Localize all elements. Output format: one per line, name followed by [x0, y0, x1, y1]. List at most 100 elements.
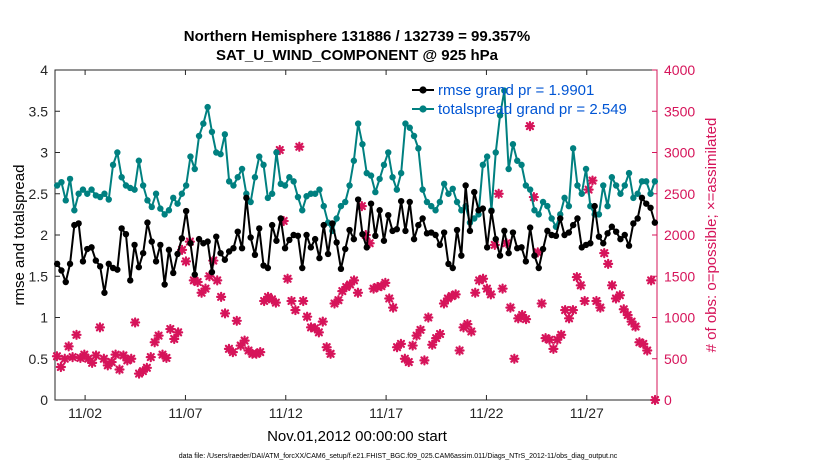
totalspread-point [182, 182, 190, 189]
totalspread-point [595, 211, 603, 218]
rmse-point [238, 245, 246, 252]
assimilated-point [560, 304, 571, 316]
totalspread-point [479, 161, 487, 169]
assimilated-point [333, 295, 344, 306]
totalspread-point [316, 186, 323, 193]
y-right-tick-label: 2500 [664, 186, 695, 202]
series-rmse [53, 182, 659, 296]
y-axis-left: 0 0.5 1 1.5 2 2.5 3 3.5 4 [29, 62, 60, 408]
totalspread-point [299, 207, 306, 214]
assimilated-point [591, 295, 602, 307]
rmse-point [122, 230, 130, 238]
rmse-point [92, 257, 100, 264]
rmse-point [518, 244, 525, 251]
totalspread-point [574, 182, 581, 189]
assimilated-point [255, 347, 266, 358]
y-right-tick-label: 500 [664, 351, 688, 367]
assimilated-point [532, 247, 543, 258]
totalspread-point [311, 190, 319, 197]
y-axis-right-label: # of obs: o=possible; ×=assimilated [703, 118, 720, 353]
legend-label-rmse: rmse grand pr = 1.9901 [438, 82, 594, 99]
rmse-point [329, 220, 336, 227]
assimilated-point [216, 291, 227, 302]
totalspread-point [630, 194, 637, 202]
totalspread-point [561, 194, 568, 202]
assimilated-point [87, 357, 98, 368]
totalspread-point [286, 174, 293, 181]
rmse-point [367, 200, 375, 207]
rmse-point [243, 194, 250, 202]
assimilated-point [548, 343, 559, 354]
assimilated-point [642, 345, 653, 356]
assimilated-point [485, 289, 496, 300]
assimilated-point [388, 302, 399, 313]
rmse-point [479, 205, 487, 212]
rmse-point [148, 238, 155, 245]
assimilated-point [200, 283, 211, 294]
assimilated-point [403, 356, 414, 368]
rmse-point [630, 220, 637, 227]
y-left-tick-label: 3.5 [29, 103, 49, 119]
rmse-point [58, 267, 65, 274]
totalspread-point [514, 157, 521, 164]
x-tick-label: 11/12 [269, 405, 303, 421]
assimilated-point [352, 287, 364, 298]
rmse-point [294, 232, 302, 240]
totalspread-point [578, 190, 585, 197]
assimilated-point [407, 340, 418, 351]
assimilated-point [149, 337, 160, 348]
totalspread-point [617, 190, 624, 197]
rmse-point [268, 221, 276, 229]
assimilated-point [520, 314, 532, 325]
totalspread-point [238, 165, 246, 173]
rmse-point [509, 229, 517, 236]
totalspread-point [458, 207, 465, 214]
totalspread-point [415, 145, 422, 152]
rmse-point [638, 194, 646, 202]
totalspread-point [501, 87, 508, 94]
rmse-point [488, 207, 495, 215]
rmse-point [165, 246, 173, 254]
totalspread-point [105, 196, 112, 203]
assimilated-point [67, 352, 78, 363]
totalspread-point [135, 157, 143, 164]
chart-title-line2: SAT_U_WIND_COMPONENT @ 925 hPa [216, 47, 499, 64]
totalspread-point [148, 203, 155, 211]
totalspread-point [453, 198, 461, 206]
totalspread-point [385, 149, 392, 156]
rmse-point [195, 235, 203, 243]
rmse-point [127, 277, 134, 284]
rmse-point [565, 229, 573, 236]
x-tick-label: 11/27 [570, 405, 604, 421]
totalspread-point [204, 103, 211, 111]
y-left-tick-label: 0 [40, 392, 48, 408]
rmse-point [552, 232, 560, 240]
assimilated-point [90, 350, 102, 361]
rmse-point [131, 241, 138, 249]
rmse-point [380, 237, 388, 244]
totalspread-point [509, 141, 517, 148]
assimilated-point [227, 347, 238, 358]
totalspread-point [178, 190, 186, 197]
totalspread-point [118, 174, 125, 181]
totalspread-point [440, 180, 448, 188]
assimilated-point [141, 362, 152, 373]
assimilated-point [294, 141, 305, 152]
rmse-point [410, 235, 418, 243]
rmse-point [363, 244, 370, 251]
assimilated-point [450, 289, 461, 300]
totalspread-point [75, 190, 82, 197]
totalspread-point [445, 190, 452, 197]
rmse-point [354, 196, 362, 203]
rmse-point [647, 204, 654, 211]
totalspread-point [436, 198, 444, 206]
rmse-point [256, 225, 263, 232]
totalspread-point [131, 186, 138, 193]
totalspread-point [621, 182, 628, 189]
assimilated-point [302, 311, 313, 322]
assimilated-point [556, 329, 567, 340]
totalspread-point [174, 200, 181, 207]
rmse-point [625, 242, 633, 249]
assimilated-point [270, 297, 281, 308]
totalspread-point [634, 190, 641, 197]
